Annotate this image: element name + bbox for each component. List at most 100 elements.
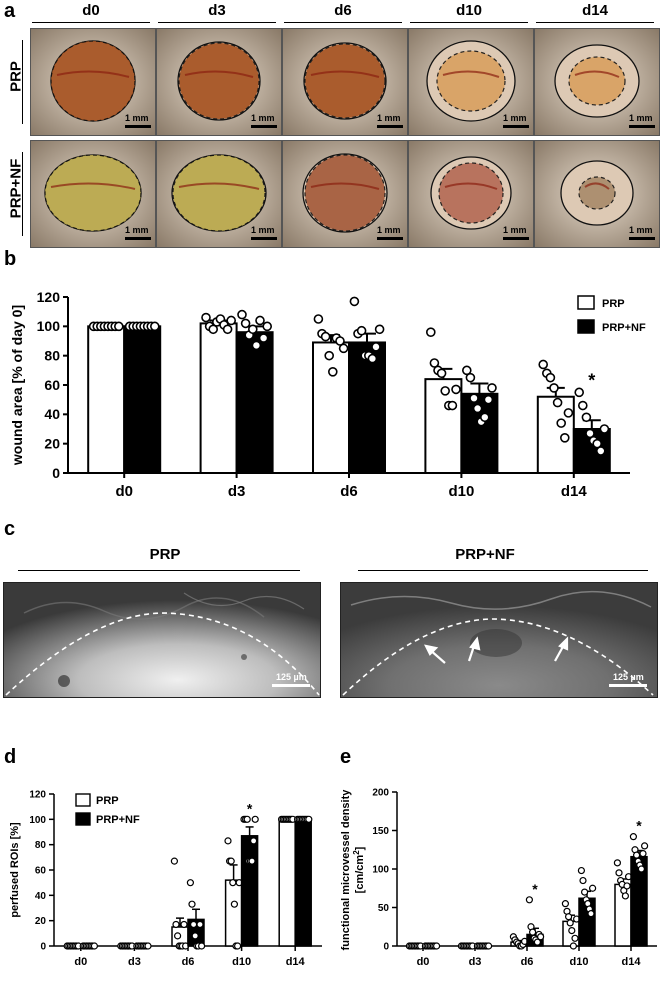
micro-label-prp-nf: PRP+NF: [455, 546, 515, 563]
data-point: [222, 324, 233, 335]
data-point: [525, 896, 533, 904]
data-point: [436, 368, 447, 379]
data-point: [313, 314, 324, 324]
data-point: [552, 397, 563, 408]
data-point: [545, 372, 556, 383]
wound-photo: 1 mm: [282, 28, 408, 136]
data-point: [425, 327, 436, 337]
data-point: [338, 343, 349, 354]
data-point: [198, 942, 206, 950]
micro-header-rule: [358, 570, 648, 571]
data-point: [191, 932, 199, 940]
data-point: [559, 433, 570, 443]
header-rule: [32, 22, 150, 23]
data-point: [469, 393, 479, 403]
y-tick-label: 100: [37, 318, 61, 334]
x-tick-label: d6: [182, 956, 195, 968]
data-point: [615, 869, 623, 877]
data-point: [226, 315, 236, 326]
x-tick-label: d10: [570, 956, 589, 968]
wound-photo: 1 mm: [156, 140, 282, 248]
data-point: [208, 324, 218, 335]
data-point: [248, 324, 258, 335]
data-point: [320, 331, 331, 342]
data-point: [569, 942, 577, 950]
data-point: [533, 938, 541, 946]
micro-scale-label: 125 µm: [276, 672, 307, 682]
day-label-d0: d0: [82, 2, 100, 19]
data-point: [487, 383, 497, 393]
data-point: [529, 928, 537, 936]
x-tick-label: d14: [286, 956, 306, 968]
data-point: [255, 315, 265, 326]
data-point: [251, 815, 259, 823]
data-point: [240, 318, 251, 329]
data-point: [180, 920, 188, 929]
data-point: [451, 384, 461, 395]
data-point: [248, 857, 256, 865]
photo-scale-bar: [377, 237, 403, 240]
x-tick-label: d14: [622, 956, 642, 968]
data-point: [629, 833, 637, 841]
y-axis-label: wound area [% of day 0]: [9, 305, 25, 466]
arrow-icon: [424, 636, 569, 664]
bar-prp-nf: [123, 325, 162, 475]
data-point: [639, 849, 647, 858]
photo-scale-bar: [251, 125, 277, 128]
data-point: [621, 892, 629, 900]
data-point: [186, 879, 194, 887]
row-rule: [22, 152, 23, 236]
y-tick-label: 120: [37, 289, 61, 305]
photo-scale-bar: [251, 237, 277, 240]
data-point: [585, 428, 595, 439]
x-tick-label: d6: [340, 483, 358, 500]
legend-label-prp-nf: PRP+NF: [602, 322, 646, 334]
y-tick-label: 200: [372, 788, 389, 799]
wound-photo: 1 mm: [534, 140, 660, 248]
y-tick-label: 120: [29, 790, 46, 801]
data-point: [595, 446, 606, 456]
data-point: [563, 408, 574, 418]
microscopy-image-prp: 125 µm: [3, 582, 321, 698]
photo-scale-label: 1 mm: [251, 113, 275, 123]
x-tick-label: d0: [417, 956, 430, 968]
y-tick-label: 40: [35, 891, 47, 902]
data-point: [230, 900, 238, 908]
data-point: [641, 842, 649, 850]
y-tick-label: 0: [383, 942, 389, 953]
photo-scale-bar: [377, 125, 403, 128]
data-point: [566, 919, 574, 927]
y-tick-label: 40: [44, 406, 60, 422]
wound-photo: 1 mm: [30, 140, 156, 248]
data-point: [461, 365, 472, 376]
data-point: [561, 900, 569, 908]
y-tick-label: 80: [35, 840, 47, 851]
bar-prp-nf: [235, 331, 274, 474]
data-point: [447, 400, 458, 411]
chart-microvessel-density: 0 50 100 150 200 d0 d3 d6 * d10 d14 * functional mic…: [340, 788, 657, 968]
y-axis-label: perfused ROIs [%]: [9, 822, 21, 918]
data-point: [237, 309, 247, 320]
bar-prp: [199, 322, 238, 475]
data-point: [229, 879, 237, 887]
data-point: [479, 412, 490, 423]
wound-photo: 1 mm: [282, 140, 408, 248]
data-point: [90, 942, 99, 950]
data-point: [170, 857, 178, 865]
significance-star: *: [636, 818, 642, 834]
y-tick-label: 20: [35, 916, 47, 927]
wound-photo: 1 mm: [408, 28, 534, 136]
data-point: [367, 353, 378, 364]
y-tick-label: 0: [40, 942, 46, 953]
data-point: [150, 321, 160, 332]
data-point: [599, 424, 610, 434]
data-point: [324, 350, 335, 361]
header-rule: [410, 22, 528, 23]
data-point: [251, 340, 262, 351]
y-tick-label: 20: [44, 436, 60, 452]
micro-scale-label: 125 µm: [613, 672, 644, 682]
bar-prp: [278, 818, 296, 947]
wound-photo: 1 mm: [408, 140, 534, 248]
day-label-d14: d14: [582, 2, 608, 19]
data-point: [196, 920, 204, 929]
